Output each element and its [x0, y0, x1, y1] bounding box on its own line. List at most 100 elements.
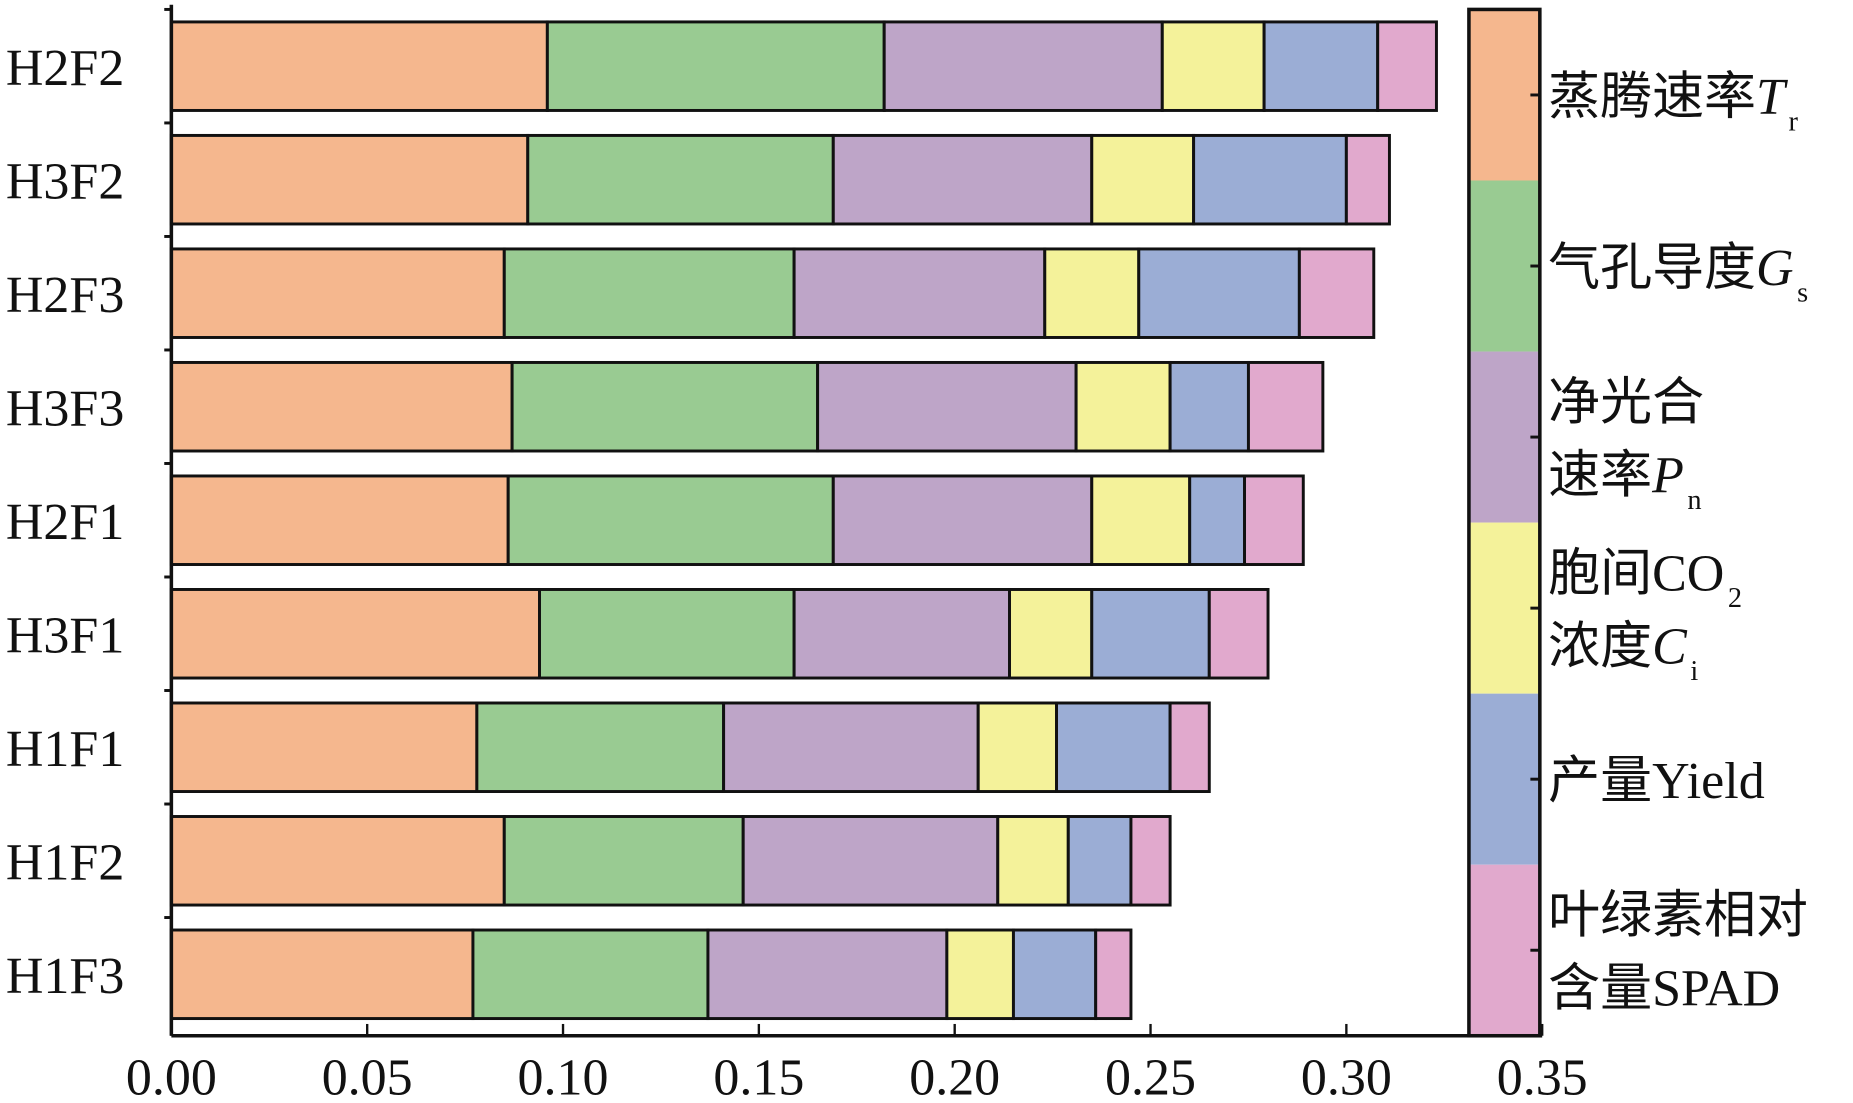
legend-swatch — [1468, 522, 1540, 694]
bar-row-H2F2 — [169, 20, 1438, 112]
y-tick-label: H2F2 — [6, 40, 124, 97]
legend-swatch — [1468, 351, 1540, 523]
legend-label-part: T — [1756, 69, 1788, 126]
x-tick-label: 0.00 — [126, 1050, 217, 1103]
bar-segment — [1168, 360, 1250, 453]
y-tick-label: H3F1 — [6, 608, 124, 665]
bar-segment — [976, 701, 1059, 794]
legend-label-part: 净光合 — [1548, 374, 1704, 431]
bar-segment — [510, 360, 820, 453]
bar-segment — [169, 474, 510, 566]
legend-label: 叶绿素相对 — [1548, 888, 1808, 945]
bar-segment — [1137, 247, 1301, 339]
bar-segment — [169, 928, 475, 1021]
y-tick-label: H3F2 — [6, 154, 124, 211]
bar-segment — [882, 20, 1164, 112]
bar-segment — [1376, 20, 1438, 112]
legend-label: 速率P n — [1548, 448, 1701, 516]
x-tick-label: 0.15 — [713, 1050, 804, 1103]
bar-segment — [545, 20, 886, 112]
legend-label-part: P — [1651, 448, 1684, 505]
bar-row-H3F2 — [169, 133, 1391, 226]
bar-segment — [722, 701, 980, 794]
x-tick-label: 0.30 — [1301, 1050, 1392, 1103]
legend-label-part: s — [1797, 277, 1808, 308]
bar-segment — [169, 247, 506, 339]
bar-row-H1F2 — [169, 815, 1172, 907]
y-tick-label: H2F1 — [6, 494, 124, 551]
bar-segment — [502, 815, 745, 907]
bar-segment — [792, 588, 1012, 680]
legend-swatch — [1468, 9, 1540, 181]
legend-label-part: 胞间CO — [1548, 545, 1724, 602]
bar-segment — [1160, 20, 1266, 112]
legend-label-part: C — [1652, 619, 1688, 676]
legend-label: 浓度C i — [1548, 619, 1698, 687]
bar-segment — [1043, 247, 1141, 339]
bar-segment — [792, 247, 1047, 339]
legend-label-part: 气孔导度 — [1548, 240, 1756, 297]
legend-label: 胞间CO 2 — [1548, 545, 1742, 613]
bar-row-H3F3 — [169, 360, 1325, 453]
bar-segment — [169, 360, 514, 453]
x-tick-label: 0.10 — [518, 1050, 609, 1103]
bar-segment — [526, 133, 835, 226]
legend-swatch — [1468, 693, 1540, 865]
x-tick-label: 0.05 — [322, 1050, 413, 1103]
bar-segment — [831, 133, 1094, 226]
bar-segment — [816, 360, 1078, 453]
legend-label-part: 含量SPAD — [1548, 961, 1780, 1018]
y-tick-label: H1F3 — [6, 948, 124, 1005]
legend-label-part: r — [1789, 106, 1799, 137]
bar-segment — [1243, 474, 1305, 566]
bar-segment — [169, 701, 479, 794]
bar-segment — [1262, 20, 1380, 112]
bar-segment — [538, 588, 796, 680]
bar-row-H1F1 — [169, 701, 1211, 794]
legend-label-part: 浓度 — [1548, 619, 1652, 676]
bar-segment — [1090, 133, 1196, 226]
legend-label-part: 2 — [1728, 583, 1742, 614]
legend-label: 蒸腾速率T r — [1548, 69, 1798, 137]
bar-segment — [169, 815, 506, 907]
bar-segment — [1011, 928, 1098, 1021]
bar-segment — [1188, 474, 1247, 566]
bar-segment — [169, 20, 549, 112]
bar-segment — [1066, 815, 1133, 907]
bar-segment — [506, 474, 835, 566]
bar-segment — [502, 247, 796, 339]
bar-row-H1F3 — [169, 928, 1133, 1021]
bar-segment — [1297, 247, 1376, 339]
x-tick-label: 0.35 — [1497, 1050, 1588, 1103]
legend-swatch — [1468, 180, 1540, 352]
legend-label-part: 速率 — [1548, 448, 1652, 505]
legend-label: 产量Yield — [1548, 753, 1765, 810]
legend-swatch — [1468, 864, 1540, 1036]
bars-layer — [169, 20, 1438, 1021]
bar-segment — [945, 928, 1015, 1021]
y-tick-label: H2F3 — [6, 267, 124, 324]
bar-segment — [1008, 588, 1094, 680]
bar-segment — [475, 701, 726, 794]
legend-label: 含量SPAD — [1548, 961, 1780, 1018]
x-tick-label: 0.20 — [909, 1050, 1000, 1103]
bar-segment — [741, 815, 1000, 907]
bar-segment — [1090, 588, 1211, 680]
x-tick-label: 0.25 — [1105, 1050, 1196, 1103]
y-tick-label: H3F3 — [6, 381, 124, 438]
bar-segment — [1074, 360, 1172, 453]
axes-layer: H2F2 H3F2 H2F3 H3F3 H2F1 H3F1 H1F1 H1F2 H1F30.00… — [6, 4, 1588, 1103]
bar-row-H2F1 — [169, 474, 1305, 566]
bar-segment — [831, 474, 1094, 566]
bar-segment — [996, 815, 1070, 907]
bar-segment — [1192, 133, 1348, 226]
bar-segment — [706, 928, 949, 1021]
legend-label-part: i — [1690, 656, 1698, 687]
bar-segment — [1129, 815, 1172, 907]
bar-segment — [1055, 701, 1172, 794]
bar-segment — [1344, 133, 1391, 226]
y-tick-label: H1F1 — [6, 721, 124, 778]
bar-segment — [169, 133, 530, 226]
